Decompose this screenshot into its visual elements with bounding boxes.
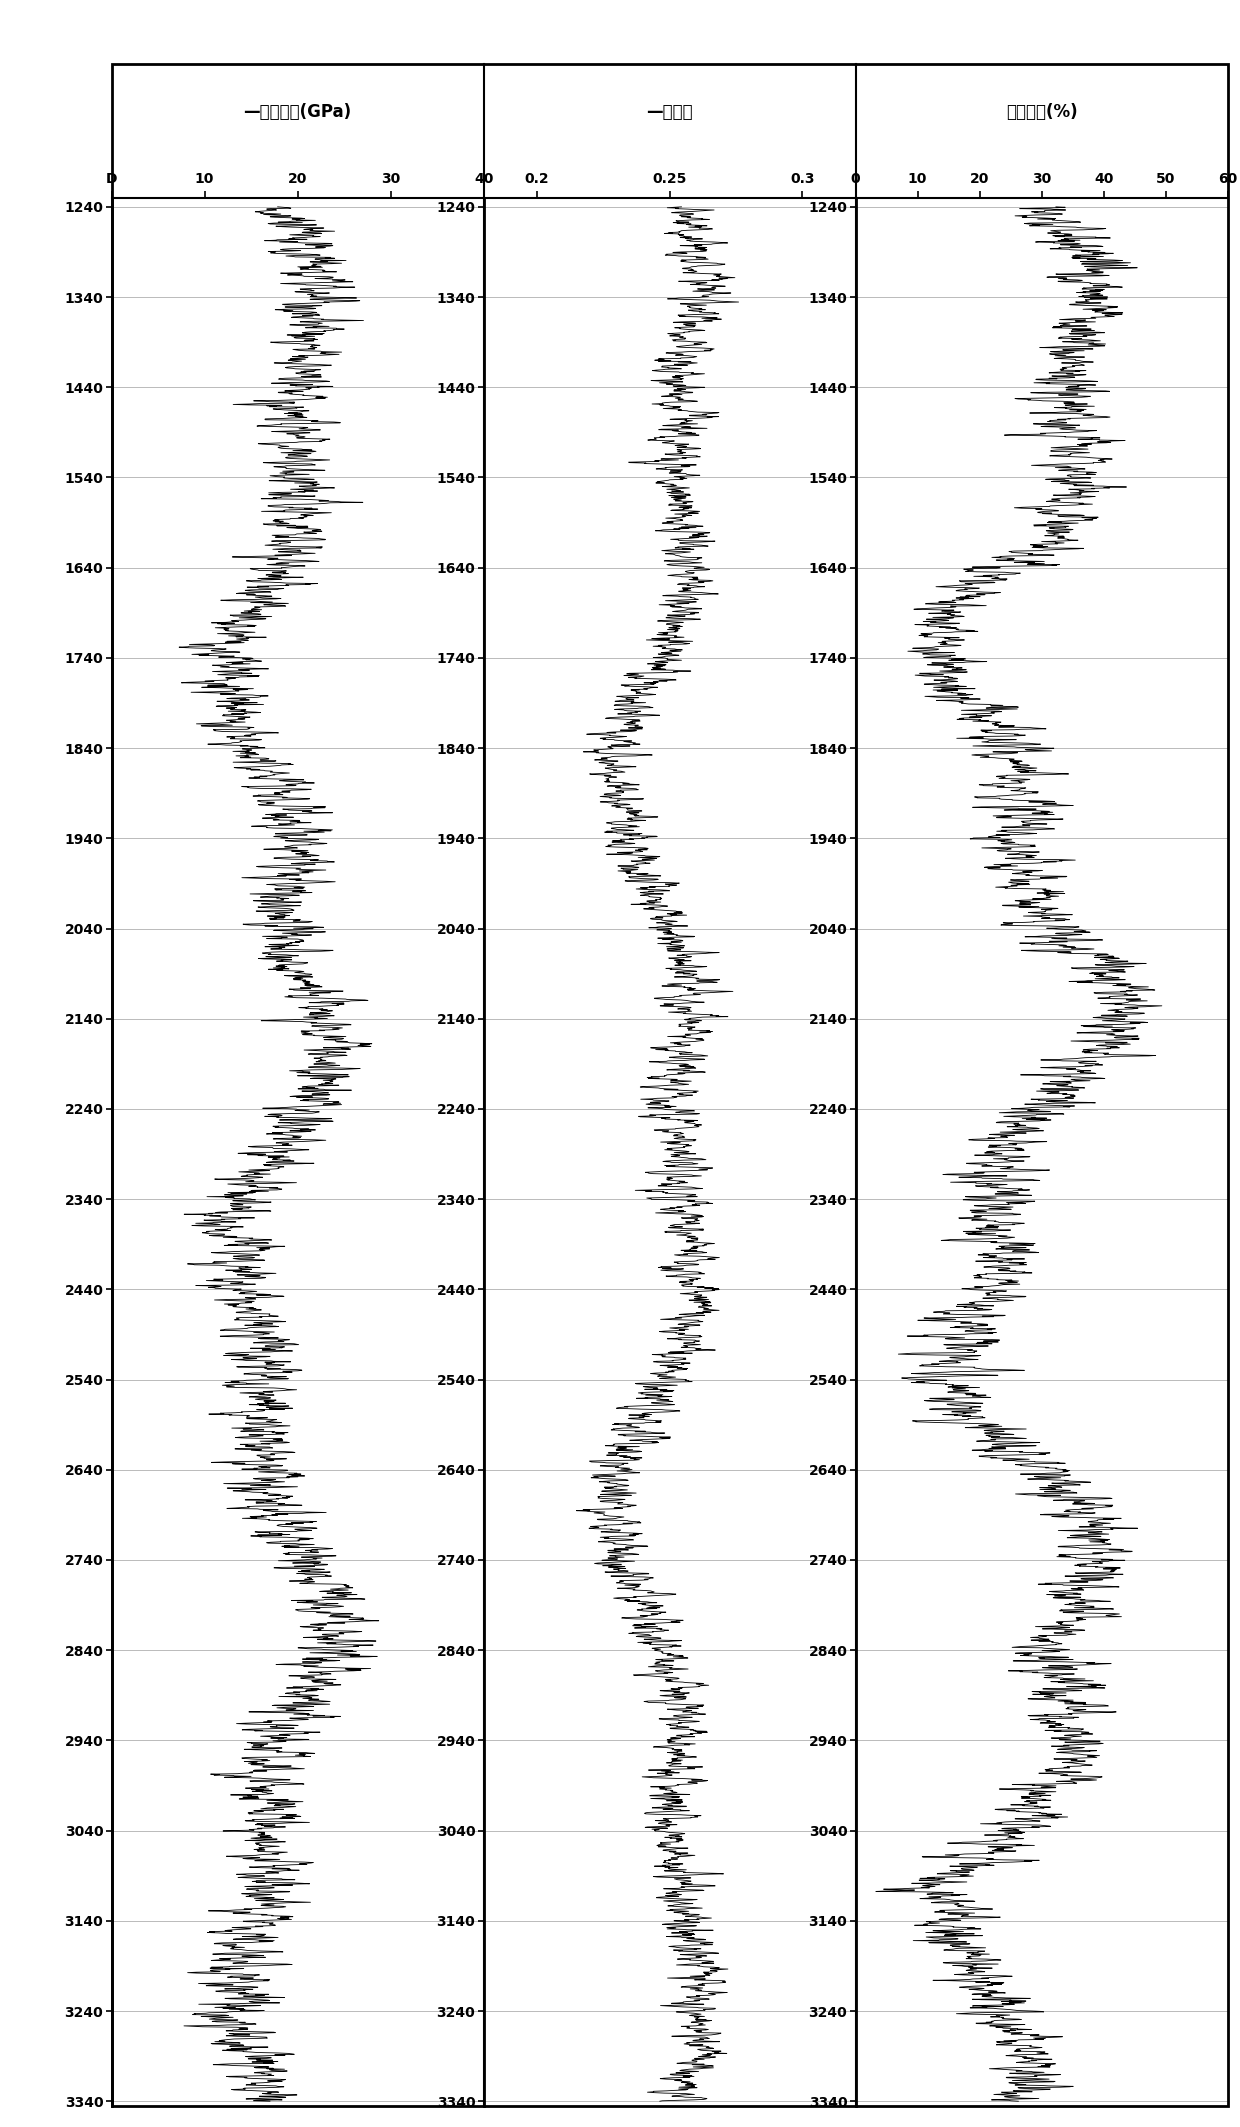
Text: 脆性指数(%): 脆性指数(%) bbox=[1006, 102, 1078, 121]
Text: —泊松比: —泊松比 bbox=[646, 102, 693, 121]
Text: —弹性模量(GPa): —弹性模量(GPa) bbox=[243, 102, 352, 121]
